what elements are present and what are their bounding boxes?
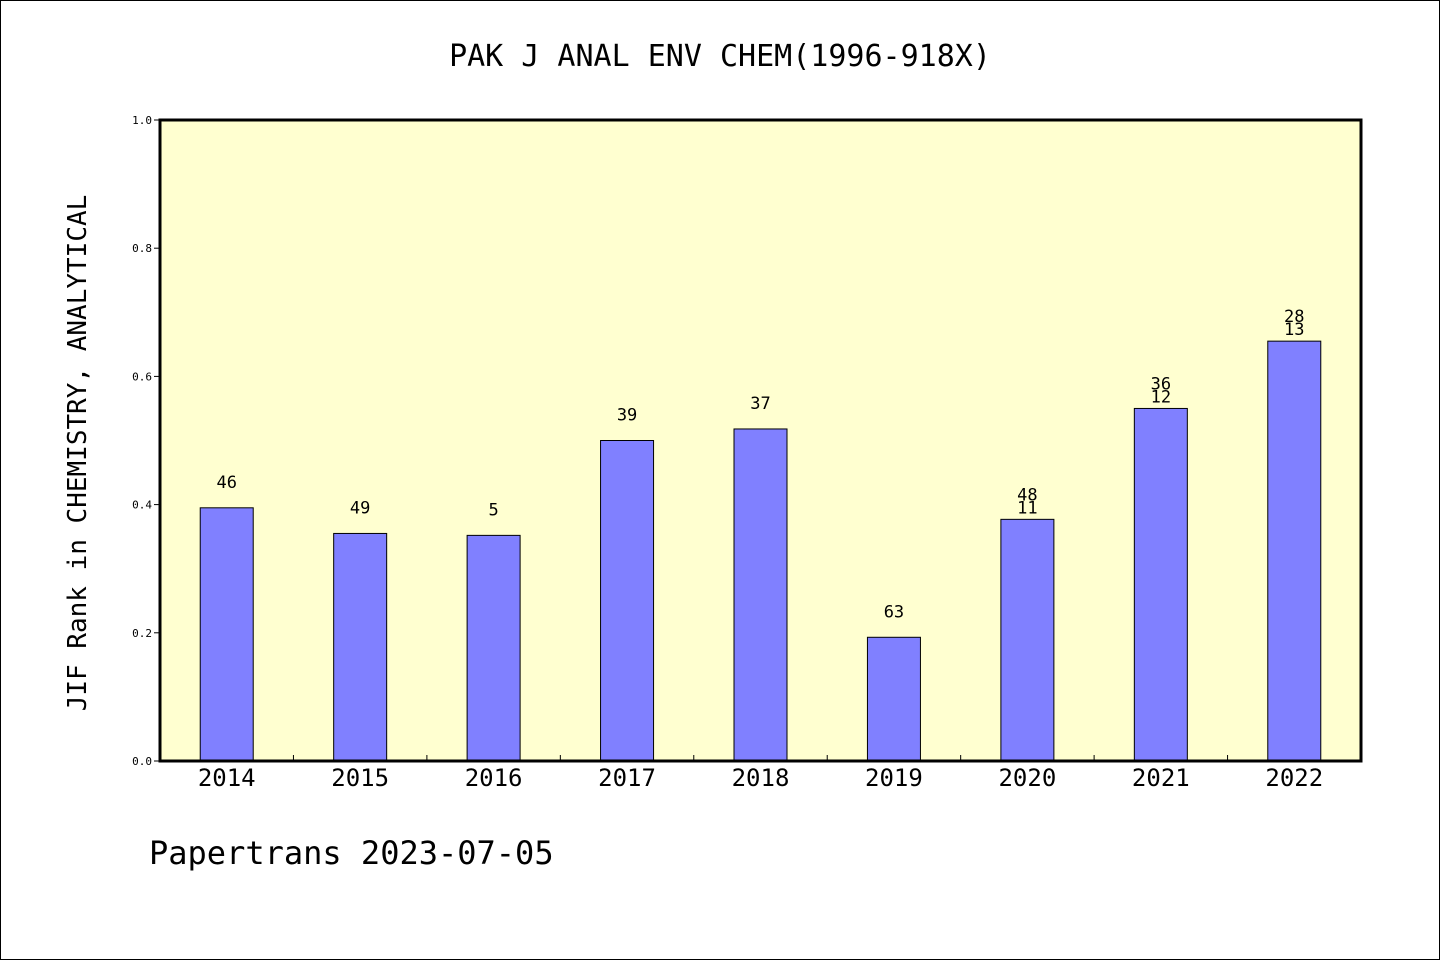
- y-tick-label: 0.8: [132, 242, 152, 255]
- plot-border: [158, 118, 1363, 763]
- x-tick-label: 2021: [1132, 764, 1190, 792]
- y-tick-label: 1.0: [132, 114, 152, 127]
- x-tick-label: 2019: [865, 764, 923, 792]
- x-tick-label: 2022: [1265, 764, 1323, 792]
- bar-2015: [333, 532, 388, 762]
- bar-data-label: 13: [1284, 320, 1304, 340]
- bar-data-label: 46: [216, 473, 236, 493]
- x-tick-label: 2018: [732, 764, 790, 792]
- footer-credit: Papertrans 2023-07-05: [149, 834, 554, 872]
- bar-data-label: 48: [1017, 485, 1037, 505]
- y-axis-label: JIF Rank in CHEMISTRY, ANALYTICAL: [63, 195, 93, 712]
- chart-title: PAK J ANAL ENV CHEM(1996-918X): [449, 39, 991, 74]
- bar-2022: [1267, 340, 1322, 762]
- bar-2020: [1000, 518, 1055, 762]
- bar-2019: [866, 636, 921, 762]
- y-axis: 0.0 0.2 0.4 0.6 0.8 1.0: [132, 114, 160, 768]
- bar-data-label: 28: [1284, 307, 1304, 327]
- bar-2014: [199, 507, 254, 762]
- bar-2017: [600, 440, 655, 762]
- bar-2021: [1133, 407, 1188, 762]
- bar-2018: [733, 428, 788, 762]
- x-tick-label: 2017: [598, 764, 656, 792]
- x-tick-label: 2016: [465, 764, 523, 792]
- x-axis: 2014 2015 2016 2017 2018 2019 2020 2021 2022: [198, 755, 1323, 792]
- y-tick-label: 0.6: [132, 370, 152, 383]
- bar-data-label: 39: [617, 406, 637, 426]
- y-tick-label: 0.4: [132, 499, 152, 512]
- bar-2016: [466, 534, 521, 762]
- bar-data-label: 63: [884, 602, 904, 622]
- y-tick-label: 0.0: [132, 755, 152, 768]
- bar-data-label: 36: [1151, 374, 1171, 394]
- x-tick-label: 2014: [198, 764, 256, 792]
- bar-data-label: 49: [350, 498, 370, 518]
- y-tick-label: 0.2: [132, 627, 152, 640]
- x-tick-label: 2015: [331, 764, 389, 792]
- bar-data-label: 12: [1151, 387, 1171, 407]
- bar-data-label: 5: [488, 500, 498, 520]
- x-tick-label: 2020: [998, 764, 1056, 792]
- bar-data-label: 37: [750, 394, 770, 414]
- bar-data-label: 11: [1017, 498, 1037, 518]
